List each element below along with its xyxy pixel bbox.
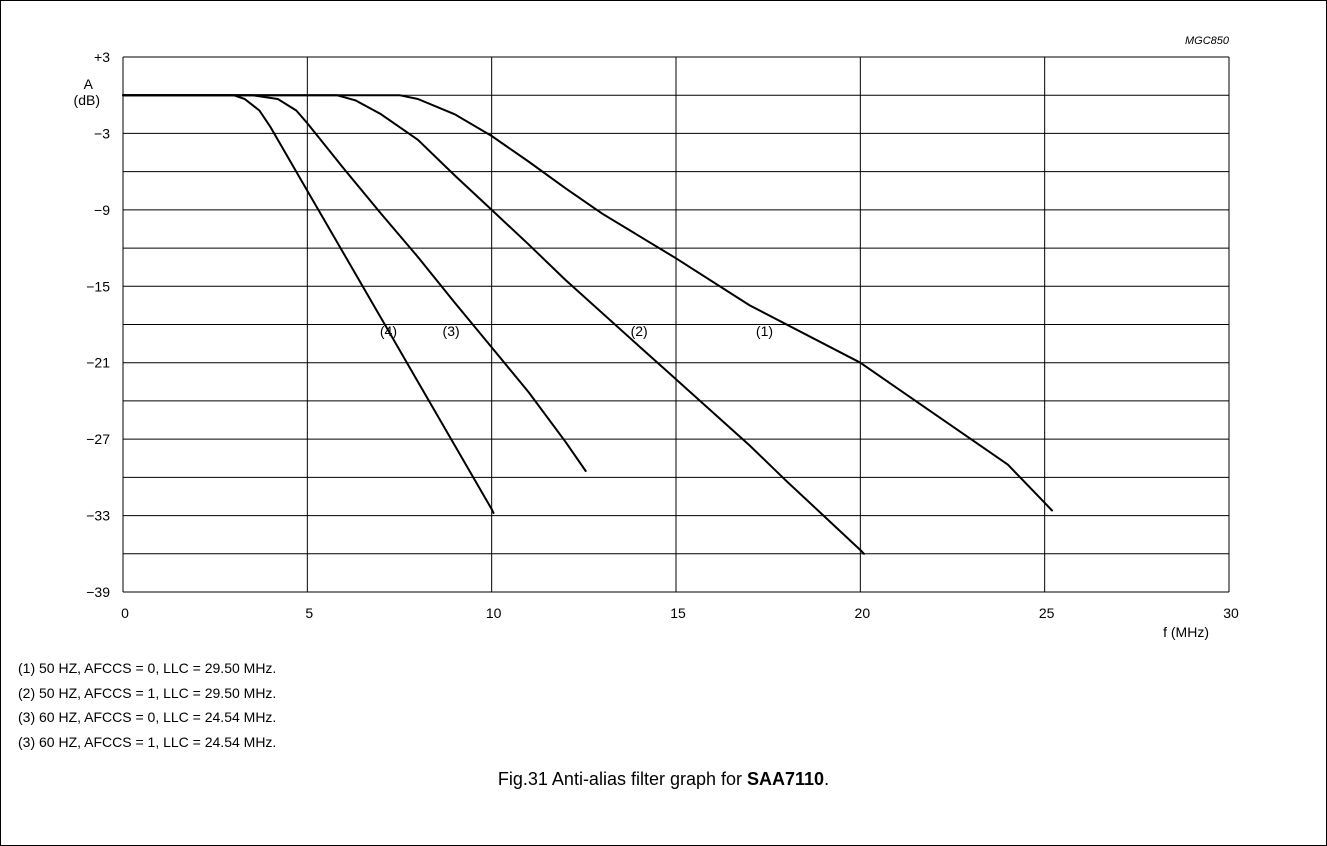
figure-caption: Fig.31 Anti-alias filter graph for SAA71… (0, 769, 1327, 790)
figure-code: MGC850 (1185, 35, 1230, 47)
x-tick-label: 10 (486, 605, 502, 621)
y-tick-label: −3 (94, 125, 110, 141)
x-tick-label: 5 (305, 605, 313, 621)
note-4: (3) 60 HZ, AFCCS = 1, LLC = 24.54 MHz. (18, 733, 277, 750)
y-tick-label: −33 (86, 508, 110, 524)
grid (122, 56, 1230, 593)
curve-3 (122, 94, 587, 472)
y-axis-label: A (84, 76, 94, 92)
curve-label-1: (1) (756, 323, 773, 339)
note-3: (3) 60 HZ, AFCCS = 0, LLC = 24.54 MHz. (18, 709, 277, 726)
y-tick-label: +3 (94, 49, 110, 65)
curve-label-3: (3) (443, 323, 460, 339)
curve-4 (122, 94, 495, 514)
x-tick-label: 30 (1223, 605, 1239, 621)
caption-prefix: Fig.31 Anti-alias filter graph for (497, 769, 748, 789)
y-tick-label: −39 (86, 584, 110, 600)
x-tick-label: 0 (121, 605, 129, 621)
curve-2 (122, 94, 865, 555)
notes: (1) 50 HZ, AFCCS = 0, LLC = 29.50 MHz. (… (18, 656, 276, 754)
x-tick-label: 20 (855, 605, 871, 621)
y-tick-label: −9 (94, 202, 110, 218)
y-tick-label: −27 (86, 431, 110, 447)
chart: +3 −3 −9 −15 −21 −27 −33 −39 0 5 10 15 20 25 30 A(dB) f … (74, 35, 1239, 640)
curve-1 (122, 94, 1053, 512)
y-axis-unit: (dB) (74, 92, 100, 108)
note-2: (2) 50 HZ, AFCCS = 1, LLC = 29.50 MHz. (18, 684, 277, 701)
curves (122, 94, 1053, 555)
x-tick-label: 25 (1039, 605, 1055, 621)
y-tick-label: −21 (86, 355, 110, 371)
curve-label-2: (2) (631, 323, 648, 339)
note-1: (1) 50 HZ, AFCCS = 0, LLC = 29.50 MHz. (18, 660, 277, 676)
curve-label-4: (4) (380, 323, 397, 339)
caption-bold: SAA7110 (747, 769, 825, 789)
x-axis-label: f (MHz) (1163, 624, 1209, 640)
x-tick-label: 15 (670, 605, 686, 621)
y-tick-label: −15 (86, 278, 110, 294)
caption-suffix: . (824, 769, 830, 789)
labels: +3 −3 −9 −15 −21 −27 −33 −39 0 5 10 15 20 25 30 A(dB) f … (74, 35, 1239, 640)
